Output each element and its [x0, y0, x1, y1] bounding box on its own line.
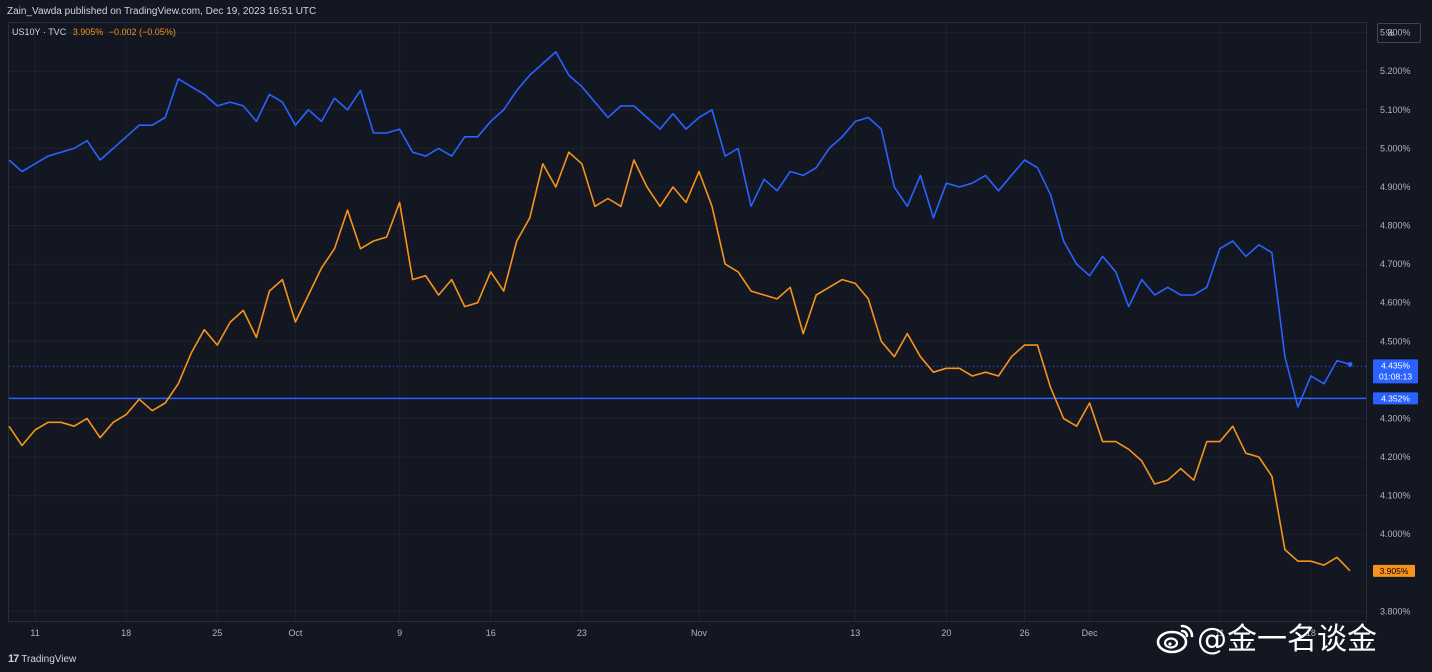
y-tick-label: 4.800% — [1380, 221, 1411, 231]
x-tick-label: Oct — [288, 628, 303, 638]
price-label: 4.435% — [1381, 360, 1410, 370]
x-tick-label: 18 — [121, 628, 131, 638]
y-tick-label: 4.300% — [1380, 413, 1411, 423]
weibo-icon — [1155, 620, 1195, 662]
y-tick-label: 4.200% — [1380, 452, 1411, 462]
watermark-text: @金一名谈金 — [1197, 622, 1377, 657]
x-tick-label: 26 — [1020, 628, 1030, 638]
x-tick-label: 16 — [486, 628, 496, 638]
tradingview-logo-text: TradingView — [21, 654, 77, 665]
y-tick-label: 4.900% — [1380, 182, 1411, 192]
y-tick-label: 5.300% — [1380, 28, 1411, 38]
x-tick-label: 11 — [30, 628, 39, 638]
x-tick-label: 18 — [1306, 628, 1316, 638]
price-label: 4.352% — [1381, 393, 1410, 403]
series-last-point — [1347, 361, 1353, 367]
x-tick-label: 23 — [577, 628, 587, 638]
y-tick-label: 4.000% — [1380, 529, 1411, 539]
series-line-orange — [8, 151, 1351, 572]
legend-symbol: US10Y · TVC — [12, 27, 67, 37]
y-tick-label: 4.700% — [1380, 259, 1411, 269]
tradingview-logo-icon: 17 — [8, 653, 19, 665]
price-label-box — [1373, 359, 1418, 384]
price-label-box — [1373, 392, 1418, 405]
symbol-legend[interactable]: US10Y · TVC 3.905% −0.002 (−0.05%) — [12, 27, 176, 37]
percent-scale-button[interactable]: % — [1377, 23, 1421, 43]
x-tick-label: 20 — [941, 628, 951, 638]
series-line-blue — [8, 51, 1351, 408]
last-value-label: 3.905% — [1380, 566, 1409, 576]
y-tick-label: 5.100% — [1380, 105, 1411, 115]
y-tick-label: 4.600% — [1380, 298, 1411, 308]
top-bar: Zain_Vawda published on TradingView.com,… — [0, 0, 1432, 22]
x-tick-label: 25 — [212, 628, 222, 638]
x-tick-label: Nov — [691, 628, 708, 638]
publisher-caption: Zain_Vawda published on TradingView.com,… — [7, 6, 317, 17]
tradingview-logo[interactable]: 17 TradingView — [8, 653, 76, 665]
chart-frame — [8, 22, 1367, 622]
x-tick-label: 13 — [850, 628, 860, 638]
x-tick-label: 9 — [397, 628, 402, 638]
y-tick-label: 3.800% — [1380, 606, 1411, 616]
countdown-label: 01:08:13 — [1379, 371, 1412, 381]
y-tick-label: 5.200% — [1380, 66, 1411, 76]
y-tick-label: 4.100% — [1380, 491, 1411, 501]
last-value-box — [1373, 564, 1415, 577]
watermark: @金一名谈金 — [1155, 614, 1377, 662]
x-tick-label: 11 — [1215, 628, 1224, 638]
y-tick-label: 4.500% — [1380, 336, 1411, 346]
legend-change: −0.002 (−0.05%) — [108, 27, 176, 37]
x-tick-label: Dec — [1082, 628, 1099, 638]
y-tick-label: 5.000% — [1380, 143, 1411, 153]
legend-value: 3.905% — [72, 27, 104, 37]
price-chart[interactable]: 5.300% 5.200% 5.100% 5.000% 4.900% 4.800% 4.70… — [0, 0, 1432, 646]
